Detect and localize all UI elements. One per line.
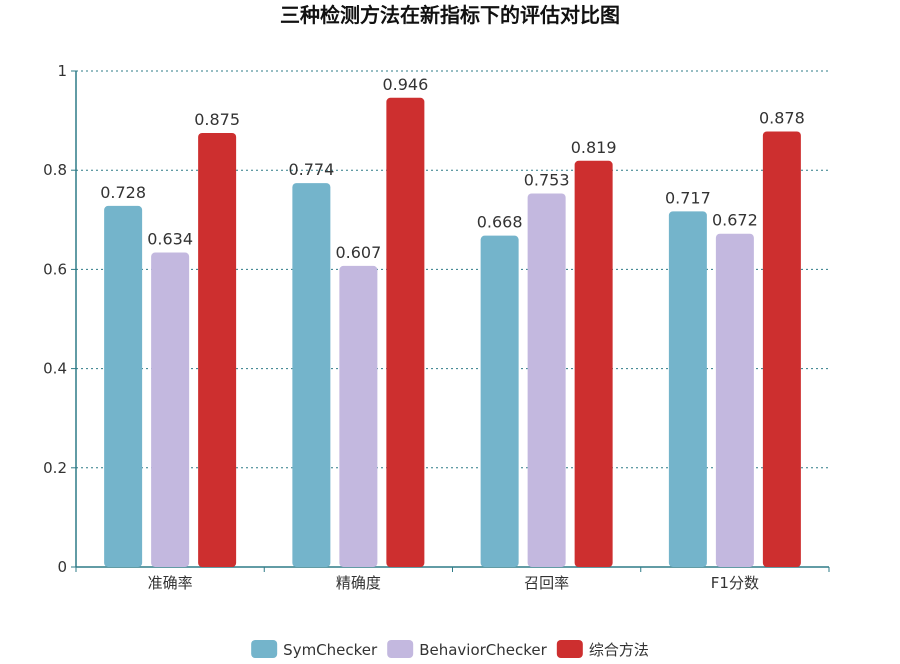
bar-2[interactable]: [339, 265, 378, 567]
bar-1[interactable]: [104, 205, 143, 568]
y-tick-label: 0.6: [43, 260, 67, 278]
bar-3[interactable]: [198, 133, 237, 567]
legend-item[interactable]: 综合方法: [556, 640, 649, 659]
bar-value-label: 0.634: [147, 230, 193, 249]
legend-label: 综合方法: [589, 641, 649, 659]
chart-title: 三种检测方法在新指标下的评估对比图: [280, 3, 620, 27]
bar-3[interactable]: [574, 160, 613, 567]
y-tick-label: 0: [57, 558, 67, 576]
legend-item[interactable]: BehaviorChecker: [387, 640, 548, 659]
x-category-label: F1分数: [711, 574, 759, 592]
bar-1[interactable]: [668, 211, 707, 568]
bar-value-label: 0.607: [335, 243, 381, 262]
data-labels: 0.728 0.634 0.875 0.774 0.607 0.946 0.668 0.753…: [100, 75, 805, 262]
bar-value-label: 0.819: [571, 138, 617, 157]
x-axis: 准确率 精确度 召回率 F1分数: [75, 566, 830, 592]
bar-1[interactable]: [292, 183, 331, 567]
bar-value-label: 0.728: [100, 183, 146, 202]
legend-label: BehaviorChecker: [419, 641, 547, 659]
y-tick-label: 0.8: [43, 161, 67, 179]
bar-2[interactable]: [527, 193, 566, 567]
bar-3[interactable]: [762, 131, 801, 567]
bar-1[interactable]: [480, 235, 519, 567]
bar-value-label: 0.668: [477, 213, 523, 232]
bar-value-label: 0.878: [759, 109, 805, 128]
x-category-label: 精确度: [336, 574, 381, 592]
x-category-label: 召回率: [524, 574, 569, 592]
bar-value-label: 0.946: [382, 75, 428, 94]
legend-swatch: [387, 640, 414, 658]
y-tick-label: 0.4: [43, 360, 67, 378]
legend[interactable]: SymChecker BehaviorChecker 综合方法: [251, 640, 649, 659]
x-category-label: 准确率: [148, 574, 193, 592]
legend-swatch: [556, 640, 583, 658]
legend-item[interactable]: SymChecker: [251, 640, 378, 659]
y-tick-label: 1: [57, 62, 67, 80]
bar-2[interactable]: [151, 252, 190, 567]
bar-value-label: 0.774: [288, 160, 334, 179]
bar-value-label: 0.672: [712, 211, 758, 230]
legend-label: SymChecker: [283, 641, 378, 659]
bar-2[interactable]: [715, 233, 754, 568]
legend-swatch: [251, 640, 278, 658]
bar-value-label: 0.753: [524, 171, 570, 190]
bar-value-label: 0.717: [665, 188, 711, 207]
bars: [104, 97, 801, 568]
bar-value-label: 0.875: [194, 110, 240, 129]
y-axis: 0 0.2 0.4 0.6 0.8 1: [43, 62, 77, 576]
y-tick-label: 0.2: [43, 459, 67, 477]
bar-3[interactable]: [386, 97, 425, 567]
